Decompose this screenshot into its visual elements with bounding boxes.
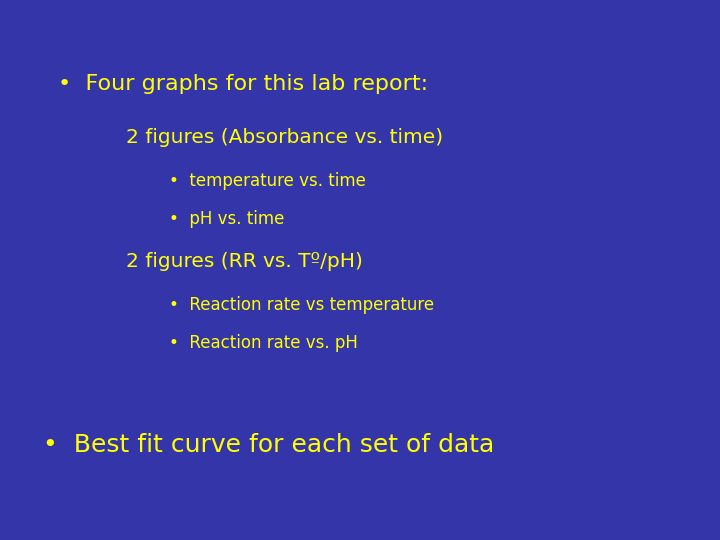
Text: •  temperature vs. time: • temperature vs. time — [169, 172, 366, 190]
Text: •  Reaction rate vs. pH: • Reaction rate vs. pH — [169, 334, 358, 352]
Text: •  Reaction rate vs temperature: • Reaction rate vs temperature — [169, 296, 434, 314]
Text: •  Four graphs for this lab report:: • Four graphs for this lab report: — [58, 73, 428, 94]
Text: 2 figures (RR vs. Tº/pH): 2 figures (RR vs. Tº/pH) — [126, 252, 363, 272]
Text: 2 figures (Absorbance vs. time): 2 figures (Absorbance vs. time) — [126, 128, 443, 147]
Text: •  Best fit curve for each set of data: • Best fit curve for each set of data — [43, 434, 495, 457]
Text: •  pH vs. time: • pH vs. time — [169, 210, 284, 228]
